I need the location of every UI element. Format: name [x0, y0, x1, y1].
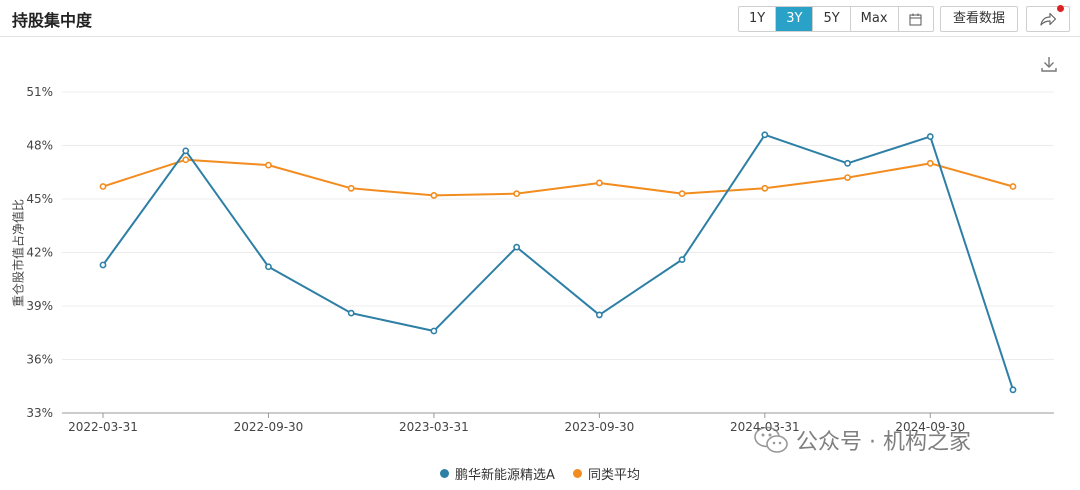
- series-line-fund: [102, 133, 1014, 391]
- legend-item-fund[interactable]: 鹏华新能源精选A: [440, 464, 555, 483]
- data-point-peer-average: [265, 161, 272, 169]
- legend-label-fund: 鹏华新能源精选A: [455, 468, 555, 483]
- series-lines: [99, 131, 1017, 394]
- data-point-fund: [99, 261, 107, 269]
- range-max-button[interactable]: Max: [851, 7, 899, 31]
- x-tick-label: 2022-09-30: [234, 420, 304, 434]
- range-5y-button[interactable]: 5Y: [813, 7, 851, 31]
- x-tick-label: 2022-03-31: [68, 420, 138, 434]
- y-tick-label: 45%: [26, 192, 53, 206]
- wechat-icon: [754, 426, 788, 453]
- data-point-peer-average: [99, 183, 107, 190]
- data-point-fund: [430, 327, 438, 335]
- data-point-peer-average: [182, 156, 190, 164]
- data-point-peer-average: [761, 184, 769, 192]
- data-point-peer-average: [678, 190, 686, 198]
- data-point-fund: [1009, 386, 1017, 394]
- data-point-fund: [513, 243, 521, 251]
- data-point-fund: [926, 133, 934, 140]
- data-point-fund: [182, 147, 190, 155]
- watermark: 公众号 · 机构之家: [754, 424, 971, 456]
- data-point-peer-average: [347, 184, 355, 192]
- calendar-icon: [909, 13, 922, 25]
- data-point-fund: [265, 263, 272, 271]
- grid-lines: [62, 91, 1054, 360]
- chart-legend: 鹏华新能源精选A 同类平均: [0, 464, 1080, 483]
- download-icon: [1041, 57, 1057, 72]
- data-point-peer-average: [430, 192, 438, 199]
- data-point-peer-average: [844, 174, 851, 181]
- data-point-peer-average: [513, 190, 521, 198]
- x-tick-label: 2023-03-31: [399, 420, 469, 434]
- line-chart: 33% 36% 39% 42% 45% 48% 51% 2022-03-31 2022-09-3…: [26, 85, 1054, 434]
- y-tick-label: 33%: [26, 406, 53, 420]
- x-tick-label: 2023-09-30: [564, 420, 634, 434]
- data-point-peer-average: [1009, 183, 1017, 190]
- data-point-peer-average: [926, 159, 934, 167]
- data-point-fund: [595, 311, 603, 319]
- y-tick-label: 39%: [26, 299, 53, 313]
- series-line-peer-average: [102, 158, 1014, 197]
- legend-label-peer-average: 同类平均: [587, 468, 640, 483]
- share-icon: [1040, 12, 1057, 26]
- view-data-button[interactable]: 查看数据: [940, 6, 1019, 32]
- calendar-button[interactable]: [899, 7, 933, 31]
- data-point-fund: [678, 256, 686, 264]
- x-tick-label: 2024-09-30: [895, 420, 965, 434]
- share-button[interactable]: [1026, 5, 1070, 32]
- range-1y-button[interactable]: 1Y: [739, 7, 777, 31]
- data-point-fund: [761, 131, 769, 139]
- chart-header: 持股集中度 1Y 3Y 5Y Max 查看数据: [0, 0, 1080, 37]
- page-title: 持股集中度: [12, 11, 93, 30]
- legend-marker-fund: [440, 469, 450, 478]
- watermark-text: 公众号 · 机构之家: [796, 430, 971, 455]
- data-point-peer-average: [595, 179, 603, 187]
- axes: 33% 36% 39% 42% 45% 48% 51% 2022-03-31 2022-09-3…: [26, 85, 1054, 434]
- range-3y-button[interactable]: 3Y: [776, 7, 814, 31]
- legend-item-peer-average[interactable]: 同类平均: [572, 464, 640, 483]
- download-button[interactable]: [1040, 55, 1060, 75]
- data-point-fund: [347, 309, 355, 317]
- y-axis-label: 重仓股市值占净值比: [11, 198, 26, 308]
- y-tick-label: 42%: [26, 246, 53, 260]
- y-tick-label: 36%: [26, 353, 53, 367]
- y-tick-label: 51%: [26, 85, 53, 99]
- time-range-selector: 1Y 3Y 5Y Max: [738, 6, 934, 32]
- y-tick-label: 48%: [26, 139, 53, 153]
- data-point-fund: [844, 159, 851, 167]
- notification-dot: [1057, 5, 1064, 12]
- legend-marker-peer-average: [572, 469, 582, 478]
